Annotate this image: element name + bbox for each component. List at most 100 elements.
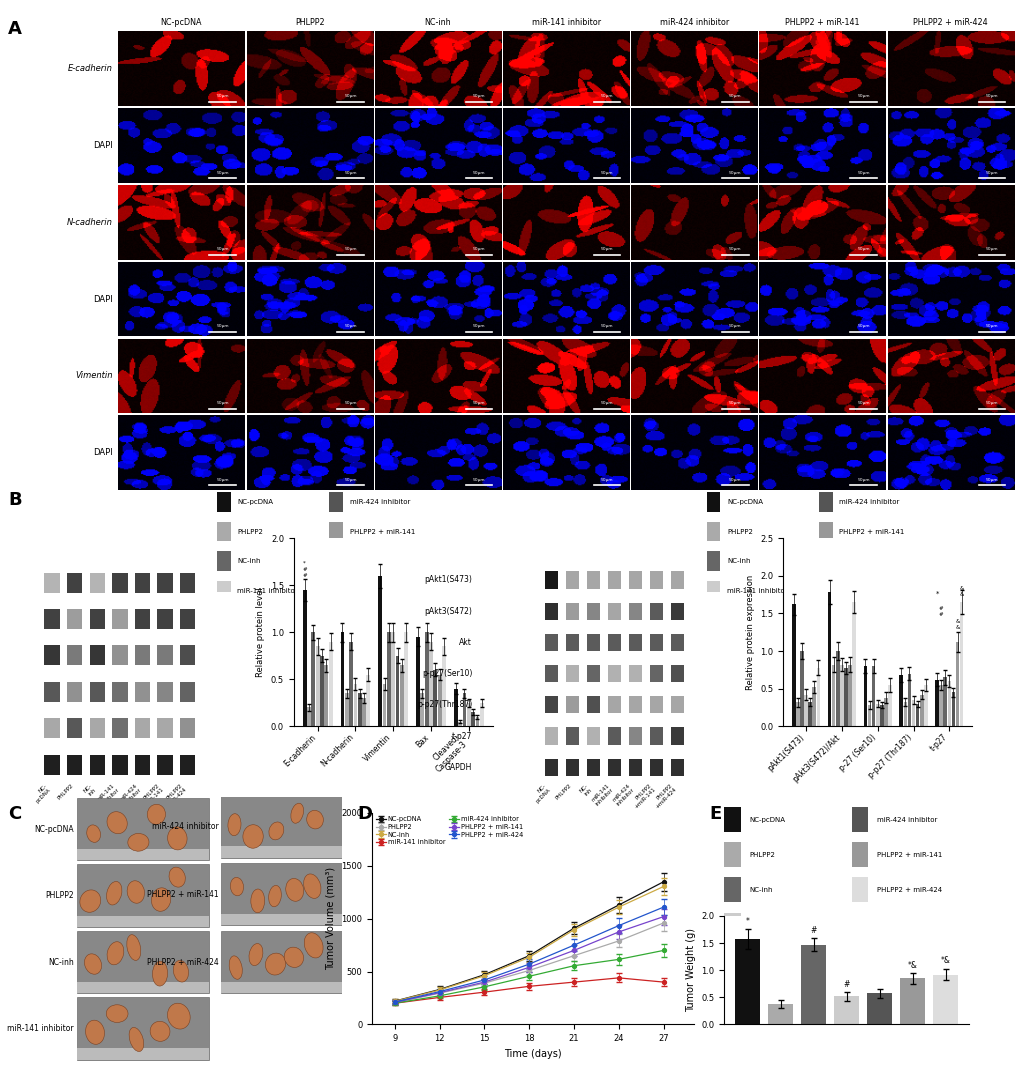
Bar [329,492,342,512]
Ellipse shape [167,827,186,850]
Bar [44,609,60,629]
Bar [112,719,127,738]
Bar [566,634,579,651]
Text: PHLPP2 + miR-141: PHLPP2 + miR-141 [350,529,415,534]
Y-axis label: Relative protein expression: Relative protein expression [745,575,754,689]
Bar [834,996,858,1024]
Bar [157,609,172,629]
Bar [395,656,399,726]
Bar [923,685,926,726]
Text: *
#
#: * # # [302,562,307,578]
Bar [947,681,951,726]
Bar [437,674,441,726]
Bar [852,602,855,726]
Bar [221,847,341,857]
Bar [723,842,740,867]
Y-axis label: Tumor Weight (g): Tumor Weight (g) [685,928,695,1012]
Bar [586,696,600,713]
Text: NC-
inh: NC- inh [83,783,97,798]
Bar [467,702,470,726]
Bar [883,698,887,726]
Ellipse shape [86,1020,104,1044]
Text: Akt: Akt [459,637,472,647]
Bar [217,492,230,512]
Ellipse shape [169,867,185,887]
Text: #
#: # # [937,606,943,617]
Bar [607,696,621,713]
Bar [316,646,319,726]
Bar [217,552,230,571]
Bar [586,571,600,589]
Text: 50μm: 50μm [344,401,357,405]
Bar [44,572,60,593]
Text: 50μm: 50μm [984,401,997,405]
Text: PHLPP2
+miR-141: PHLPP2 +miR-141 [138,783,165,810]
Text: 50μm: 50μm [984,170,997,175]
Y-axis label: Tumor Volume (mm³): Tumor Volume (mm³) [326,867,335,970]
Text: PHLPP2: PHLPP2 [554,783,572,801]
Text: 50μm: 50μm [216,94,228,98]
Bar [649,727,662,745]
Bar [67,645,83,666]
Bar [566,664,579,682]
Ellipse shape [243,825,263,848]
Bar [629,664,642,682]
Bar [803,695,807,726]
Bar [607,664,621,682]
Bar [875,704,878,726]
Text: NC-
pcDNA: NC- pcDNA [530,783,551,803]
Text: 50μm: 50μm [600,247,612,251]
Ellipse shape [107,942,123,965]
Text: 50μm: 50μm [600,401,612,405]
Text: miR-141
inhibitor: miR-141 inhibitor [590,783,614,806]
Bar [801,944,825,1024]
Ellipse shape [152,962,167,986]
Bar [848,664,851,726]
Bar [441,646,445,726]
Text: &
&: & & [955,619,959,630]
Text: PHLPP2 + miR-424: PHLPP2 + miR-424 [839,558,904,564]
Ellipse shape [230,877,244,895]
Ellipse shape [290,803,304,823]
Bar [915,704,918,726]
X-axis label: Time (days): Time (days) [503,1048,561,1059]
Text: miR-424 inhibitor: miR-424 inhibitor [350,499,410,505]
Bar [420,694,424,726]
Text: 50μm: 50μm [984,324,997,328]
Bar [67,572,83,593]
Bar [706,552,719,571]
Bar [179,719,196,738]
Bar [544,664,557,682]
Bar [767,1004,792,1024]
Bar [818,552,832,571]
Bar [723,808,740,831]
Bar [340,632,344,726]
Bar [671,634,684,651]
Bar [671,571,684,589]
Ellipse shape [85,954,102,975]
Bar [221,863,341,926]
Text: #: # [843,980,849,989]
Bar [671,664,684,682]
Text: miR-141
inhibitor: miR-141 inhibitor [96,783,119,806]
Bar [866,993,891,1024]
Bar [179,682,196,701]
Text: 50μm: 50μm [729,247,741,251]
Text: PHLPP2 + miR-141: PHLPP2 + miR-141 [839,529,904,534]
Bar [307,708,311,726]
Text: 50μm: 50μm [472,478,485,481]
Bar [135,719,150,738]
Text: 50μm: 50μm [600,94,612,98]
Bar [706,581,719,601]
Text: PHLPP2
+miR-424: PHLPP2 +miR-424 [160,783,187,810]
Text: p-p27(Ser10): p-p27(Ser10) [422,669,472,679]
Bar [135,754,150,775]
Bar [723,877,740,902]
Bar [649,664,662,682]
Ellipse shape [150,1021,170,1042]
Bar [629,634,642,651]
Bar [566,571,579,589]
Text: 50μm: 50μm [729,478,741,481]
Ellipse shape [227,814,240,836]
Text: 50μm: 50μm [344,247,357,251]
